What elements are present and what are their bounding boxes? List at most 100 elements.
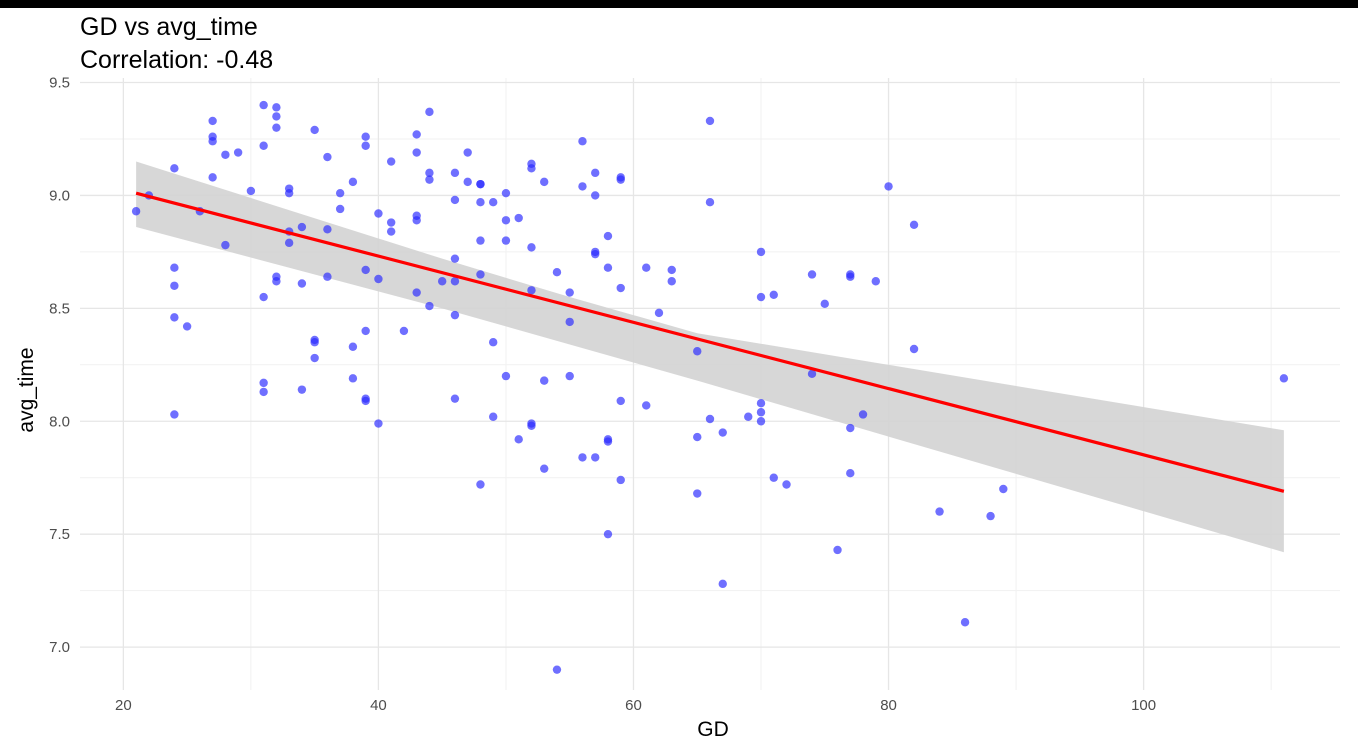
data-point [591, 249, 600, 259]
y-tick-label: 8.0 [49, 413, 70, 430]
x-tick-label: 100 [1131, 697, 1156, 714]
data-point [386, 157, 396, 166]
data-point [578, 453, 587, 462]
data-point [361, 396, 370, 406]
data-point [412, 130, 421, 139]
x-axis-ticks: 20 40 60 80 100 [115, 697, 1156, 714]
data-point [450, 277, 460, 286]
data-point [654, 308, 664, 318]
data-point [527, 164, 536, 173]
data-point [170, 281, 179, 290]
data-point [501, 236, 511, 245]
y-tick-label: 7.0 [49, 639, 70, 656]
data-point [259, 387, 268, 397]
data-point [514, 435, 523, 444]
data-point [591, 168, 600, 178]
data-point [272, 112, 281, 121]
data-point [170, 263, 179, 272]
data-point [348, 374, 358, 383]
y-tick-label: 9.0 [49, 187, 70, 204]
data-point [616, 396, 625, 406]
data-point [488, 338, 498, 347]
data-point [221, 150, 230, 159]
data-point [284, 188, 294, 198]
data-point [693, 489, 702, 498]
data-point [565, 371, 574, 381]
data-point [297, 385, 307, 394]
data-point [323, 152, 332, 162]
x-tick-label: 20 [115, 697, 132, 714]
data-point [756, 408, 766, 417]
data-point [667, 277, 676, 286]
data-point [501, 216, 511, 225]
data-point [425, 107, 434, 117]
data-point [858, 410, 868, 419]
data-point [361, 326, 370, 336]
data-point [514, 213, 523, 223]
data-point [335, 188, 345, 198]
data-point [527, 243, 536, 252]
data-point [540, 177, 549, 187]
data-point [131, 207, 141, 216]
data-point [233, 148, 243, 157]
data-point [182, 322, 192, 331]
data-point [833, 545, 842, 555]
data-point [463, 177, 472, 187]
data-point [335, 204, 345, 214]
data-point [756, 247, 766, 257]
data-point [603, 231, 613, 241]
data-point [616, 475, 625, 485]
data-point [361, 141, 370, 150]
data-point [170, 410, 179, 419]
data-point [846, 469, 855, 478]
data-point [527, 286, 536, 295]
data-point [999, 484, 1008, 494]
data-point [1279, 374, 1289, 383]
data-point [693, 432, 702, 442]
data-point [909, 344, 919, 354]
data-point [208, 137, 217, 146]
data-point [476, 236, 485, 245]
data-point [960, 618, 970, 627]
data-point [310, 125, 319, 135]
data-point [909, 220, 919, 229]
points-layer [131, 100, 1289, 674]
data-point [769, 290, 778, 299]
data-point [846, 423, 855, 433]
data-point [476, 198, 485, 207]
data-point [374, 209, 383, 218]
data-point [208, 173, 217, 182]
data-point [756, 417, 766, 426]
data-point [488, 198, 498, 207]
data-point [884, 182, 893, 191]
data-point [361, 265, 370, 275]
data-point [386, 218, 396, 227]
data-point [259, 292, 268, 302]
data-point [552, 665, 562, 674]
data-point [476, 480, 485, 489]
data-point [450, 394, 460, 403]
data-point [744, 412, 753, 421]
data-point [361, 132, 370, 141]
data-point [603, 437, 613, 446]
data-point [603, 529, 613, 539]
data-point [412, 148, 421, 157]
data-point [259, 378, 268, 388]
data-point [272, 103, 281, 112]
data-point [284, 238, 294, 248]
data-point [591, 453, 600, 462]
chart-subtitle: Correlation: -0.48 [80, 46, 274, 74]
data-point [705, 116, 715, 126]
data-point [718, 579, 727, 589]
data-point [756, 292, 766, 302]
chart-title: GD vs avg_time [80, 13, 258, 41]
data-point [871, 277, 880, 286]
data-point [488, 412, 498, 421]
data-point [782, 480, 791, 489]
data-point [425, 301, 434, 311]
data-point [450, 168, 460, 178]
data-point [846, 272, 855, 281]
data-point [399, 326, 409, 336]
data-point [297, 222, 307, 232]
data-point [170, 313, 179, 322]
